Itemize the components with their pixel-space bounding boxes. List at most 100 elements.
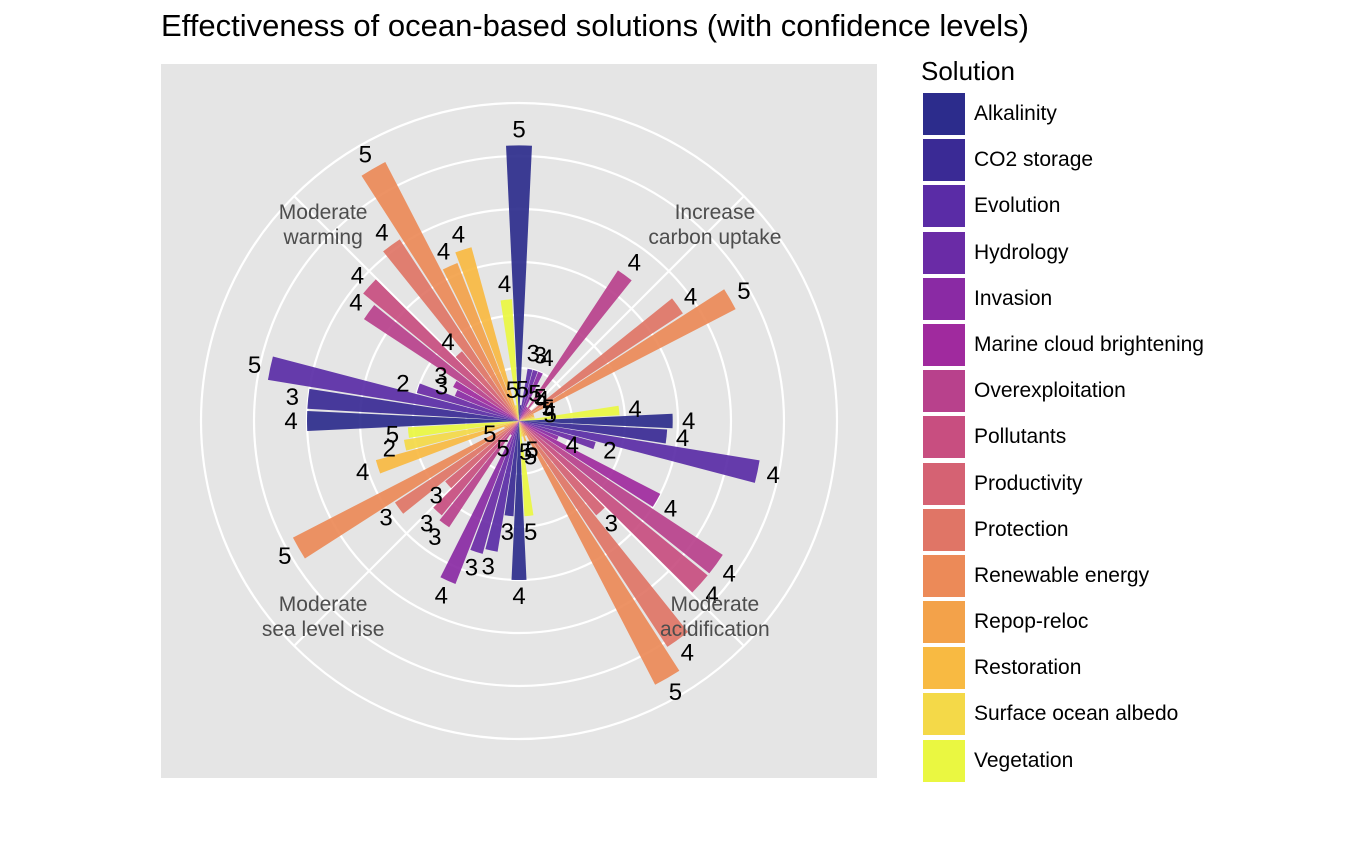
legend-item-pollutants: Pollutants [921, 416, 1066, 462]
legend-swatch [923, 416, 965, 459]
legend-label: Protection [974, 517, 1069, 541]
bar-repop-reloc [519, 421, 527, 436]
bar-value-label: 3 [465, 554, 478, 581]
bar-evolution [519, 368, 533, 421]
bar-protection [519, 421, 688, 647]
bar-protection [383, 239, 519, 421]
bar-value-label: 4 [684, 283, 697, 310]
bar-vegetation [519, 405, 620, 421]
bar-value-label: 3 [501, 519, 514, 546]
bar-repop-reloc [519, 413, 534, 421]
bar-value-label: 5 [524, 443, 537, 470]
legend-label: Vegetation [974, 748, 1074, 772]
bar-value-label: 4 [284, 408, 297, 435]
bar-alkalinity [519, 413, 673, 429]
bar-value-label: 4 [676, 425, 689, 452]
bar-value-label: 5 [519, 439, 532, 466]
bar-value-label: 5 [496, 436, 509, 463]
bar-value-label: 3 [534, 342, 547, 369]
bar-value-label: 4 [628, 249, 641, 276]
bar-value-label: 4 [351, 263, 364, 290]
category-labels: Increase carbon uptake Moderate acidificati… [262, 201, 782, 641]
bar-renewable-energy [519, 289, 736, 421]
bar-protection [519, 298, 683, 421]
legend-swatch [923, 647, 965, 690]
bar-marine-cloud-brightening [519, 421, 661, 507]
bar-vegetation [519, 421, 534, 517]
bar-pollutants [363, 279, 519, 421]
legend-item-evolution: Evolution [921, 185, 1060, 231]
bar-value-label: 5 [512, 116, 525, 143]
bar-pollutants [519, 408, 531, 421]
legend-label: Hydrology [974, 240, 1069, 264]
bar-value-label: 2 [383, 436, 396, 463]
bar-surface-ocean-albedo [403, 421, 519, 451]
bar-value-label: 4 [628, 396, 641, 423]
bar-value-label: 5 [525, 437, 538, 464]
legend-swatch [923, 93, 965, 135]
bar-value-label: 4 [766, 462, 779, 489]
bar-evolution [267, 356, 519, 421]
bar-invasion [440, 421, 519, 584]
bar-renewable-energy [361, 161, 519, 421]
legend-swatch [923, 370, 965, 413]
bar-value-label: 4 [375, 219, 388, 246]
bar-value-label: 3 [286, 384, 299, 411]
bar-productivity [455, 351, 519, 421]
bar-evolution [485, 421, 519, 552]
bar-marine-cloud-brightening [510, 421, 519, 436]
bar-value-label: 3 [430, 483, 443, 510]
grid-spoke [518, 195, 745, 422]
bar-overexploitation [519, 421, 723, 574]
legend-label: Marine cloud brightening [974, 332, 1204, 356]
bar-value-label: 3 [434, 363, 447, 390]
legend-swatch [923, 554, 965, 597]
bar-pollutants [433, 421, 519, 516]
bar-vegetation [500, 299, 519, 421]
legend-label: Productivity [974, 471, 1083, 495]
legend-item-alkalinity: Alkalinity [921, 93, 1057, 139]
legend-label: Overexploitation [974, 379, 1126, 403]
legend-label: Pollutants [974, 425, 1067, 449]
legend-label: Invasion [974, 286, 1053, 310]
bar-co2-storage [307, 388, 519, 421]
legend-title: Solution [921, 56, 1015, 86]
bar-hydrology [519, 421, 596, 450]
legend-item-restoration: Restoration [921, 647, 1081, 693]
legend-item-overexploitation: Overexploitation [921, 370, 1126, 416]
grid-spoke [518, 420, 745, 647]
bar-value-label: 5 [541, 395, 554, 422]
bar-value-label: 4 [441, 329, 454, 356]
legend-label: CO2 storage [974, 148, 1094, 172]
bar-productivity [519, 409, 532, 421]
bar-invasion [519, 371, 543, 421]
bar-value-label: 5 [386, 421, 399, 448]
bar-value-label: 4 [435, 582, 448, 609]
legend-swatch [923, 231, 965, 274]
grid [199, 101, 839, 741]
legend-label: Evolution [974, 194, 1061, 218]
bar-alkalinity [307, 411, 519, 431]
legend-item-vegetation: Vegetation [921, 739, 1073, 786]
legend-item-hydrology: Hydrology [921, 231, 1069, 278]
bar-hydrology [416, 383, 519, 421]
legend-swatch [923, 462, 965, 505]
legend-swatch [923, 601, 965, 644]
bar-restoration [455, 247, 519, 421]
bar-value-label: 4 [452, 221, 465, 248]
bar-value-label: 3 [435, 373, 448, 400]
bar-value-label: 5 [524, 519, 537, 546]
grid-spoke [293, 420, 520, 647]
bar-marine-cloud-brightening [519, 406, 528, 421]
bar-value-label: 3 [605, 510, 618, 537]
legend-item-invasion: Invasion [921, 277, 1052, 324]
legend-item-repop-reloc: Repop-reloc [921, 601, 1088, 647]
bar-productivity [445, 421, 519, 489]
bar-restoration [519, 415, 535, 421]
bar-value-label: 4 [349, 290, 362, 317]
bar-value-label: 4 [705, 582, 718, 609]
bar-value-label: 4 [681, 640, 694, 667]
category-label-moderate-sea-level-rise: Moderate sea level rise [262, 593, 385, 641]
legend-swatch [923, 508, 965, 551]
